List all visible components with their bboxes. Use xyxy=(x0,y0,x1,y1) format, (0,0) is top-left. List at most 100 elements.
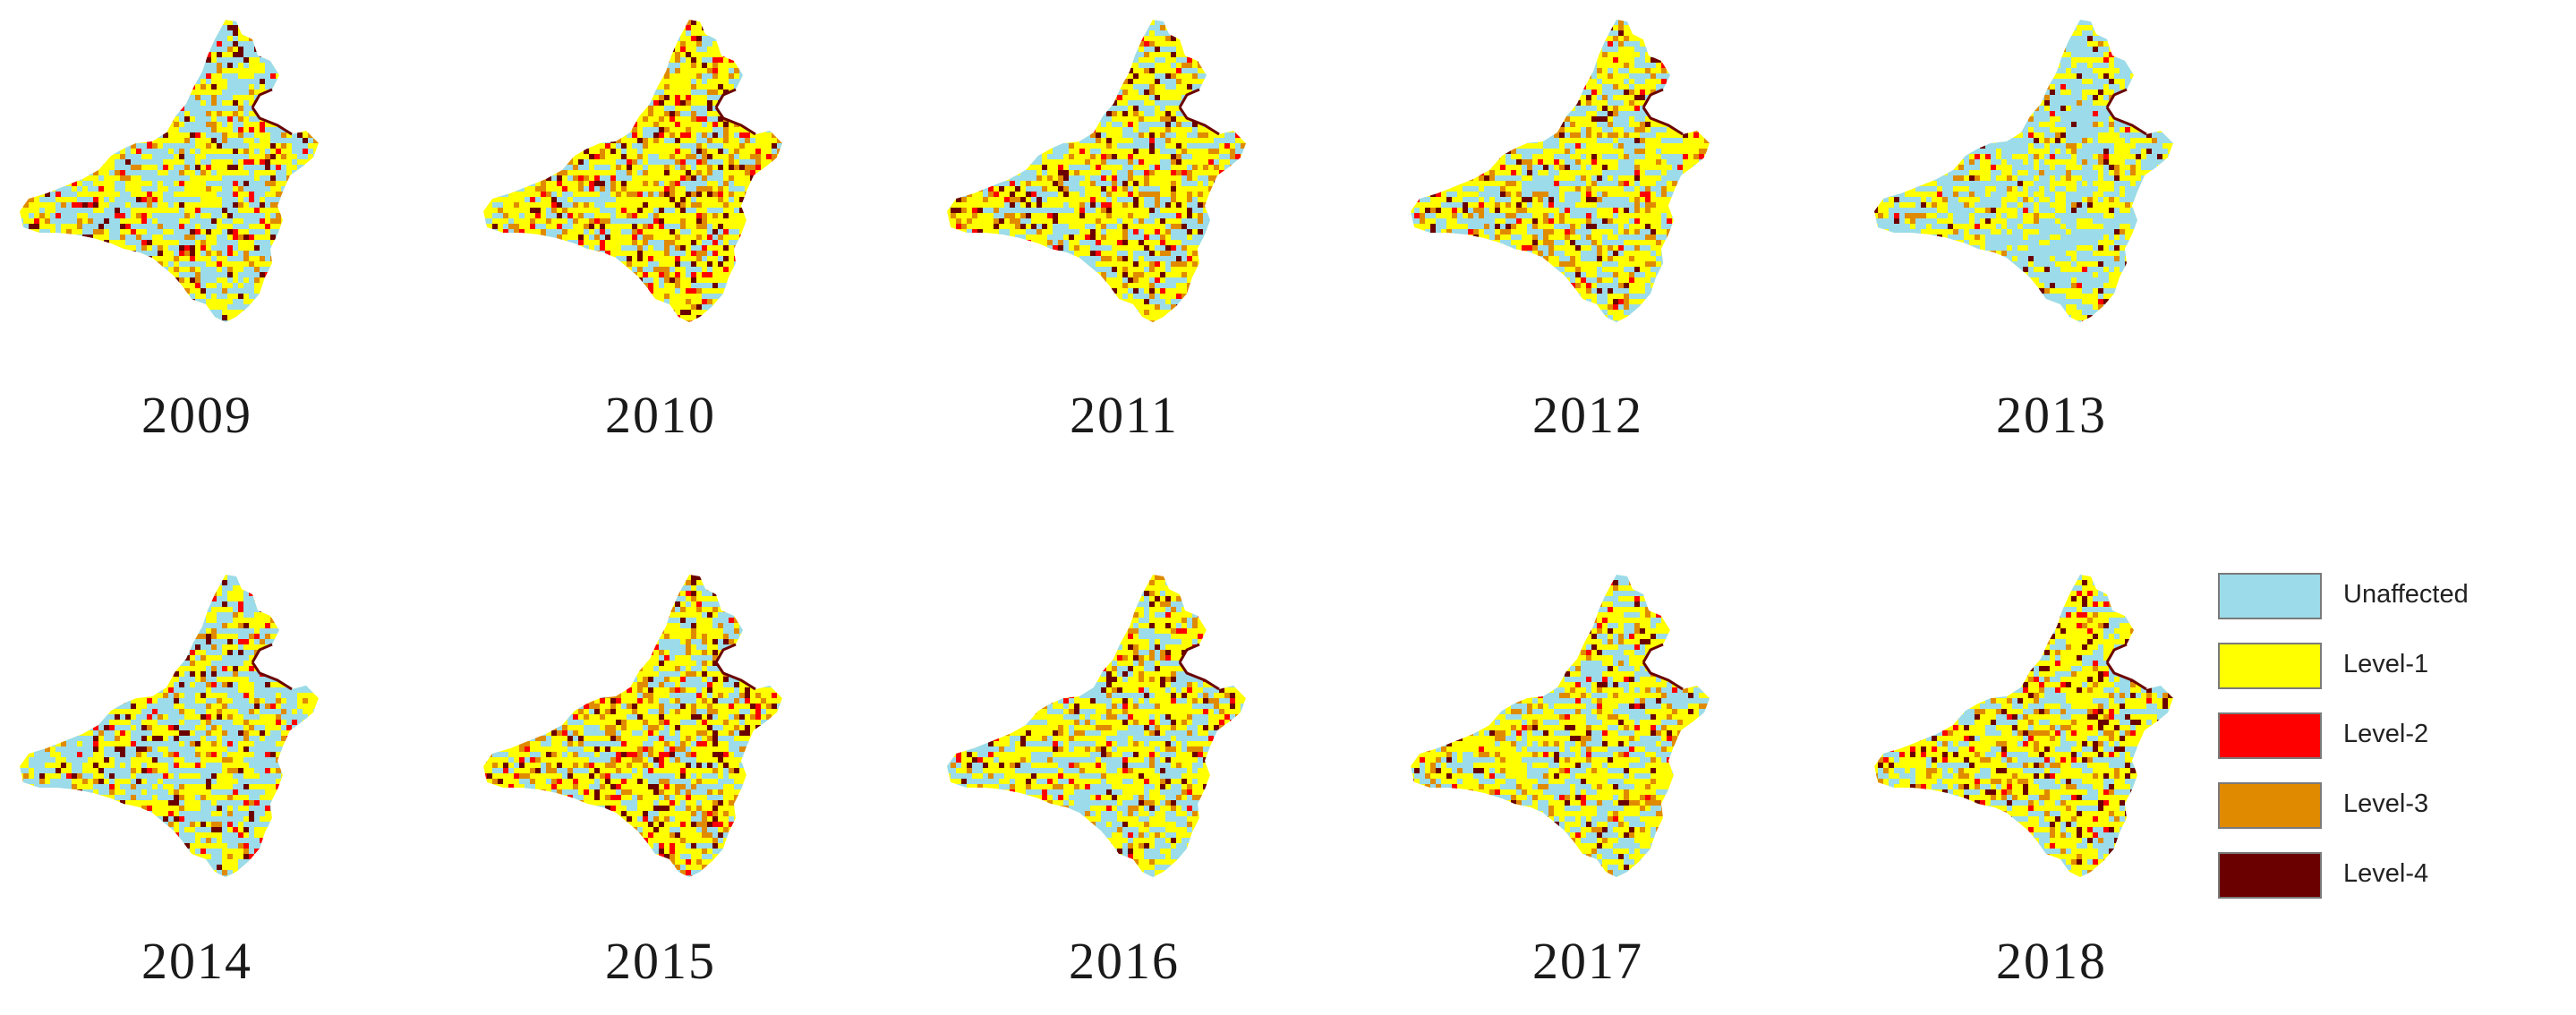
map-cell xyxy=(1053,68,1058,73)
map-cell xyxy=(131,288,141,294)
map-cell xyxy=(136,251,147,256)
map-cell xyxy=(93,9,98,14)
map-cell xyxy=(104,20,115,25)
map-cell xyxy=(1004,245,1010,251)
map-cell xyxy=(1230,90,1235,95)
map-cell xyxy=(1015,186,1020,192)
map-cell xyxy=(109,138,115,143)
map-cell xyxy=(739,159,755,165)
map-cell xyxy=(1053,261,1058,267)
map-cell xyxy=(653,73,659,79)
map-cell xyxy=(163,154,174,159)
map-cell xyxy=(718,261,723,267)
map-cell xyxy=(93,47,98,52)
map-cell xyxy=(66,245,72,251)
map-cell xyxy=(217,240,222,245)
map-cell xyxy=(195,127,211,132)
map-cell xyxy=(519,95,530,100)
map-cell xyxy=(1420,68,1425,73)
map-cell xyxy=(211,100,217,106)
map-cell xyxy=(1441,122,1446,127)
map-cell xyxy=(179,36,184,41)
map-cell xyxy=(1495,111,1511,116)
map-cell xyxy=(88,84,104,90)
map-cell xyxy=(61,143,66,149)
map-cell xyxy=(1149,90,1155,95)
map-cell xyxy=(158,36,163,41)
map-cell xyxy=(772,326,777,331)
map-cell xyxy=(217,272,227,277)
map-cell xyxy=(1565,63,1575,68)
map-cell xyxy=(104,240,109,245)
map-cell xyxy=(29,224,34,229)
map-cell xyxy=(1597,9,1602,14)
map-cell xyxy=(1511,36,1516,41)
map-cell xyxy=(281,283,286,288)
map-cell xyxy=(1117,20,1122,25)
map-cell xyxy=(297,267,308,272)
map-cell xyxy=(115,52,120,57)
region-base xyxy=(483,20,782,322)
map-cell xyxy=(777,208,782,213)
map-cell xyxy=(206,111,211,116)
map-cell xyxy=(691,261,696,267)
map-cell xyxy=(82,95,88,100)
map-cell xyxy=(136,272,141,277)
map-cell xyxy=(104,261,115,267)
map-cell xyxy=(557,202,562,208)
map-cell xyxy=(34,170,50,175)
map-cell xyxy=(1020,132,1026,138)
map-cell xyxy=(1634,20,1640,25)
map-cell xyxy=(1128,315,1133,320)
map-cell xyxy=(616,288,632,294)
map-cell xyxy=(93,14,104,20)
map-cell xyxy=(77,245,88,251)
map-cell xyxy=(23,192,34,197)
map-cell xyxy=(535,111,541,116)
map-cell xyxy=(1452,25,1463,30)
map-cell xyxy=(1074,170,1079,175)
map-cell xyxy=(184,154,195,159)
map-cell xyxy=(66,63,72,68)
map-cell xyxy=(589,283,594,288)
map-cell xyxy=(483,218,492,224)
map-cell xyxy=(297,240,303,245)
map-cell xyxy=(319,256,335,261)
map-cell xyxy=(772,84,777,90)
map-cell xyxy=(1112,47,1122,52)
map-cell xyxy=(158,57,174,63)
map-cell xyxy=(98,90,109,95)
map-cell xyxy=(605,36,610,41)
map-cell xyxy=(190,165,195,170)
map-cell xyxy=(994,251,999,256)
map-cell xyxy=(222,132,227,138)
map-cell xyxy=(1704,30,1710,36)
map-cell xyxy=(627,256,632,261)
map-cell xyxy=(508,267,514,272)
map-cell xyxy=(1618,20,1624,25)
map-cell xyxy=(217,283,222,288)
map-cell xyxy=(567,299,573,304)
map-cell xyxy=(702,57,712,63)
map-cell xyxy=(147,229,163,235)
map-cell xyxy=(61,170,66,175)
map-cell xyxy=(184,310,190,315)
map-cell xyxy=(1409,14,1420,20)
map-cell xyxy=(627,170,632,175)
map-cell xyxy=(1155,294,1160,299)
map-cell xyxy=(643,202,648,208)
map-cell xyxy=(125,315,136,320)
map-cell xyxy=(535,9,541,14)
map-cell xyxy=(211,95,217,100)
map-cell xyxy=(211,132,227,138)
map-cell xyxy=(1171,261,1176,267)
map-cell xyxy=(707,73,712,79)
map-cell xyxy=(541,175,546,181)
map-cell xyxy=(498,149,503,154)
map-cell xyxy=(1538,68,1543,73)
map-cell xyxy=(1457,79,1463,84)
map-cell xyxy=(1219,251,1224,256)
map-cell xyxy=(1053,256,1058,261)
map-cell xyxy=(594,181,600,186)
map-cell xyxy=(34,224,39,229)
